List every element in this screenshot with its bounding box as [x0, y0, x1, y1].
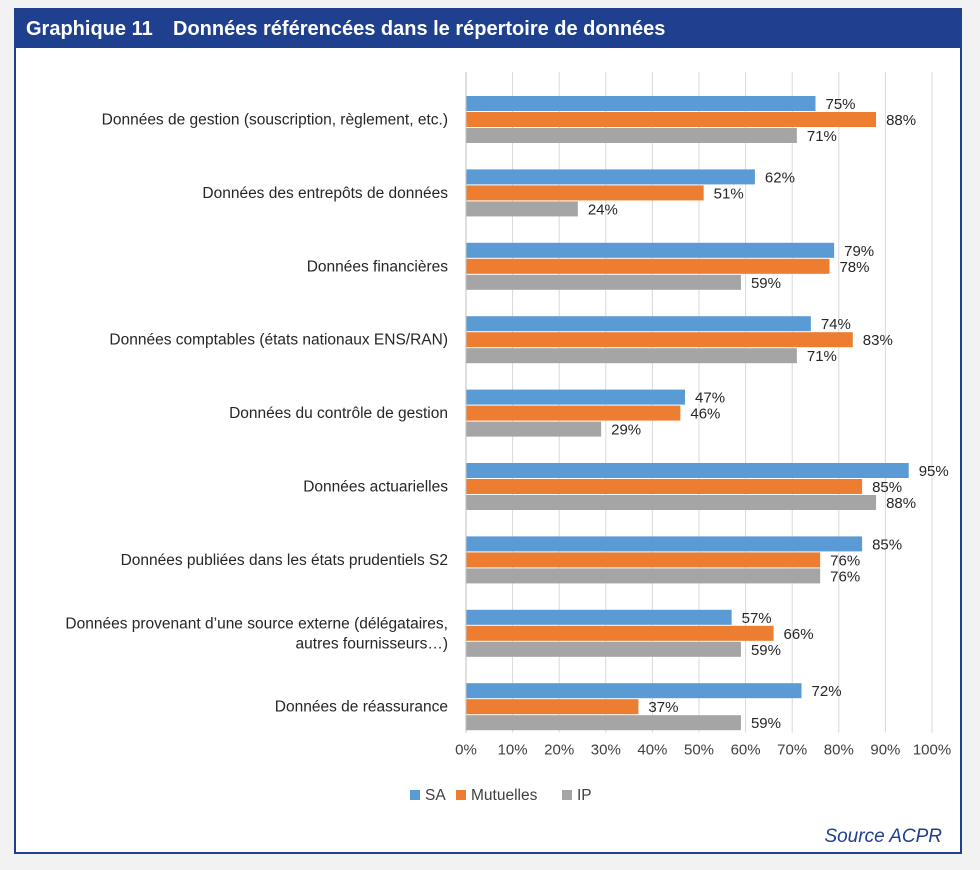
- data-label: 66%: [784, 626, 814, 643]
- x-tick-label: 80%: [824, 742, 854, 759]
- data-label: 29%: [611, 422, 641, 439]
- x-tick-label: 30%: [591, 742, 621, 759]
- data-label: 59%: [751, 275, 781, 292]
- data-label: 83%: [863, 332, 893, 349]
- legend-label: IP: [577, 787, 592, 804]
- bar-sa: [466, 609, 732, 625]
- bar-mutuelles: [466, 625, 774, 641]
- category-label: Données financières: [307, 258, 449, 275]
- bar-mutuelles: [466, 479, 863, 494]
- bar-ip: [466, 568, 821, 584]
- bar-ip: [466, 348, 797, 364]
- data-label: 85%: [872, 479, 902, 496]
- chart-title: Données référencées dans le répertoire d…: [173, 18, 666, 40]
- data-label: 88%: [886, 495, 916, 512]
- bar-sa: [466, 463, 909, 478]
- x-tick-label: 50%: [684, 742, 714, 759]
- bar-mutuelles: [466, 699, 639, 715]
- chart-frame: Graphique 11 Données référencées dans le…: [14, 8, 962, 854]
- bar-sa: [466, 242, 835, 258]
- bar-sa: [466, 389, 686, 405]
- bar-mutuelles: [466, 112, 877, 127]
- bar-sa: [466, 96, 816, 111]
- data-label: 72%: [812, 683, 842, 700]
- x-tick-label: 90%: [870, 742, 900, 759]
- data-label: 75%: [826, 96, 856, 113]
- data-label: 59%: [751, 715, 781, 732]
- bar-mutuelles: [466, 552, 821, 568]
- bar-ip: [466, 128, 797, 143]
- bar-sa: [466, 169, 755, 185]
- bar-mutuelles: [466, 332, 853, 348]
- bar-mutuelles: [466, 405, 681, 421]
- x-tick-label: 60%: [731, 742, 761, 759]
- category-label: Données de gestion (souscription, règlem…: [102, 112, 448, 129]
- x-tick-label: 70%: [777, 742, 807, 759]
- category-label: Données de réassurance: [275, 699, 448, 716]
- bar-sa: [466, 683, 802, 699]
- chart-header: Graphique 11 Données référencées dans le…: [16, 10, 960, 48]
- source-note: Source ACPR: [824, 826, 942, 847]
- bar-ip: [466, 641, 741, 657]
- data-label: 71%: [807, 128, 837, 145]
- x-tick-label: 40%: [637, 742, 667, 759]
- bar-sa: [466, 316, 811, 332]
- legend-swatch: [456, 790, 466, 800]
- data-label: 95%: [919, 463, 949, 480]
- category-label: Données comptables (états nationaux ENS/…: [109, 332, 448, 349]
- data-label: 79%: [844, 243, 874, 260]
- category-label: Données actuarielles: [303, 479, 448, 496]
- category-label: Données des entrepôts de données: [202, 185, 448, 202]
- data-label: 88%: [886, 112, 916, 129]
- data-label: 76%: [830, 568, 860, 585]
- data-label: 74%: [821, 316, 851, 333]
- data-label: 78%: [839, 259, 869, 276]
- bar-ip: [466, 201, 578, 217]
- bar-ip: [466, 495, 877, 510]
- category-label: autres fournisseurs…): [296, 635, 448, 652]
- data-label: 71%: [807, 348, 837, 365]
- data-label: 51%: [714, 185, 744, 202]
- data-label: 46%: [690, 406, 720, 423]
- data-label: 85%: [872, 536, 902, 553]
- legend-label: Mutuelles: [471, 787, 538, 804]
- bar-chart: 0% 10% 20% 30% 40% 50% 60% 70% 80% 90% 100% Données…: [65, 72, 951, 804]
- data-label: 37%: [648, 699, 678, 716]
- bar-sa: [466, 536, 863, 552]
- data-label: 57%: [742, 610, 772, 627]
- data-label: 59%: [751, 642, 781, 659]
- bar-mutuelles: [466, 185, 704, 201]
- legend-swatch: [562, 790, 572, 800]
- category-label: Données publiées dans les états prudenti…: [121, 552, 448, 569]
- legend-swatch: [410, 790, 420, 800]
- data-label: 62%: [765, 169, 795, 186]
- data-label: 76%: [830, 552, 860, 569]
- bar-ip: [466, 421, 602, 437]
- bar-ip: [466, 274, 741, 290]
- legend-label: SA: [425, 787, 446, 804]
- category-label: Données du contrôle de gestion: [229, 405, 448, 422]
- x-tick-label: 0%: [455, 742, 477, 759]
- x-tick-label: 10%: [498, 742, 528, 759]
- category-label: Données provenant d’une source externe (…: [65, 615, 448, 632]
- x-tick-label: 100%: [913, 742, 951, 759]
- chart-number: Graphique 11: [26, 18, 153, 40]
- bar-ip: [466, 715, 741, 731]
- bar-mutuelles: [466, 258, 830, 274]
- data-label: 24%: [588, 201, 618, 218]
- x-tick-label: 20%: [544, 742, 574, 759]
- data-label: 47%: [695, 390, 725, 407]
